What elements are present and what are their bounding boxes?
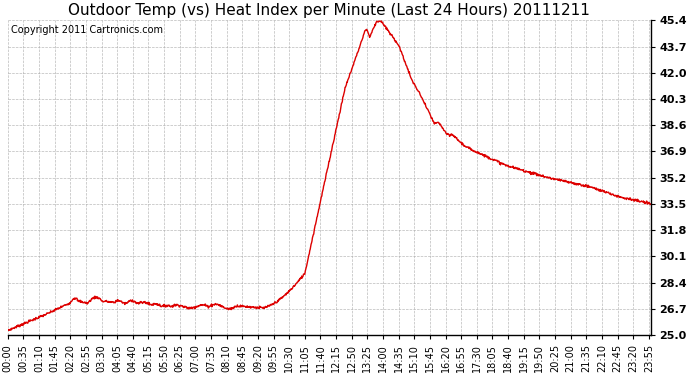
Text: Copyright 2011 Cartronics.com: Copyright 2011 Cartronics.com xyxy=(11,25,163,35)
Title: Outdoor Temp (vs) Heat Index per Minute (Last 24 Hours) 20111211: Outdoor Temp (vs) Heat Index per Minute … xyxy=(68,3,590,18)
